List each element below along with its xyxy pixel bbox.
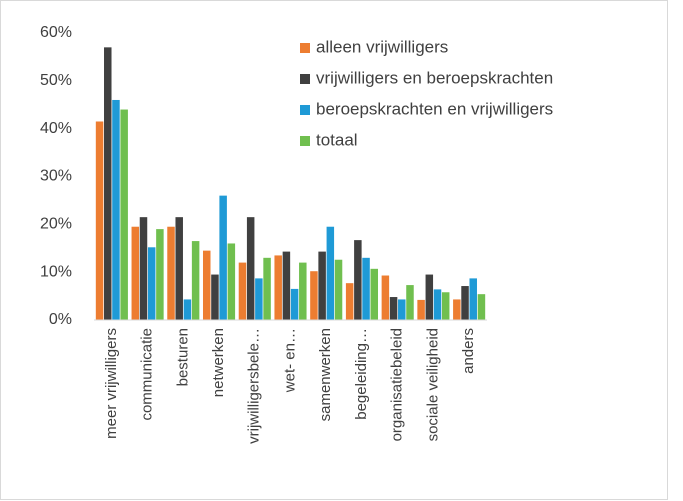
bar [282, 251, 291, 320]
legend-swatch [300, 43, 310, 53]
x-tick-label: wet- en… [281, 328, 298, 393]
bar [167, 226, 175, 320]
bar [263, 257, 271, 320]
legend-label: totaal [316, 130, 358, 149]
y-tick-label: 30% [40, 168, 72, 185]
bar [354, 240, 362, 320]
x-tick-label: sociale veiligheid [424, 328, 441, 441]
bar [299, 262, 307, 320]
bar [139, 217, 148, 320]
bar [202, 250, 211, 320]
bar [183, 299, 192, 320]
bar [334, 259, 343, 320]
bar [381, 275, 390, 320]
legend-swatch [300, 105, 310, 115]
bar [274, 255, 282, 320]
bar [362, 257, 370, 320]
bar [310, 271, 318, 320]
x-tick-label: besturen [174, 328, 191, 386]
bar [477, 294, 486, 320]
bar [441, 292, 450, 320]
bar [453, 299, 461, 320]
y-tick-label: 60% [40, 24, 72, 41]
bar [238, 262, 247, 320]
x-tick-label: communicatie [139, 328, 156, 421]
bar [398, 299, 406, 320]
bar [104, 47, 112, 320]
bar [191, 241, 200, 320]
legend-label: beroepskrachten en vrijwilligers [316, 99, 553, 118]
bar [345, 283, 354, 320]
bar [406, 285, 414, 320]
bar [389, 297, 398, 320]
legend-label: alleen vrijwilligers [316, 37, 448, 56]
bar [417, 299, 425, 320]
bar [175, 217, 183, 320]
bar [370, 268, 379, 320]
x-tick-label: samenwerken [317, 328, 334, 421]
bar [227, 243, 236, 320]
bar [131, 226, 140, 320]
x-tick-label: netwerken [210, 328, 227, 397]
bar [469, 278, 477, 320]
y-tick-label: 40% [40, 120, 72, 137]
y-tick-label: 20% [40, 216, 72, 233]
bar [255, 278, 263, 320]
bar [290, 288, 299, 320]
bar [318, 251, 326, 320]
bar [120, 109, 128, 321]
bar [156, 229, 164, 320]
legend-swatch [300, 74, 310, 84]
bar [95, 121, 104, 320]
bar [211, 274, 219, 320]
bar [219, 195, 227, 320]
bar [433, 289, 442, 320]
y-tick-label: 0% [49, 311, 72, 328]
bar [425, 274, 434, 320]
bar [326, 226, 335, 320]
x-tick-label: organisatiebeleid [389, 328, 406, 441]
bar [147, 247, 156, 320]
bar [246, 217, 255, 320]
y-tick-label: 50% [40, 72, 72, 89]
x-tick-label: vrijwilligersbele… [246, 328, 263, 444]
y-tick-label: 10% [40, 263, 72, 280]
legend-label: vrijwilligers en beroepskrachten [316, 68, 553, 87]
x-tick-label: meer vrijwilligers [103, 328, 120, 439]
bar [112, 99, 120, 320]
x-tick-label: begeleiding… [353, 328, 370, 420]
legend-swatch [300, 136, 310, 146]
x-tick-label: anders [460, 328, 477, 374]
bar [461, 286, 469, 320]
